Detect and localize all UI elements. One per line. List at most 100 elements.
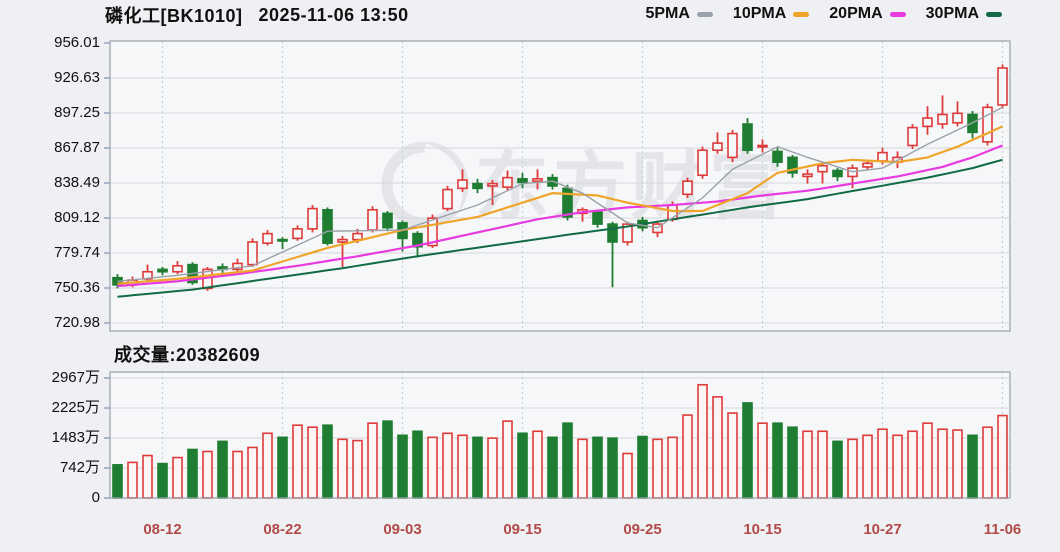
volume-bar[interactable] xyxy=(982,426,993,499)
volume-bar[interactable] xyxy=(817,430,828,499)
volume-bar[interactable] xyxy=(337,438,348,499)
volume-bar[interactable] xyxy=(667,436,678,499)
candle[interactable] xyxy=(817,162,828,184)
volume-bar[interactable] xyxy=(847,438,858,499)
volume-bar[interactable] xyxy=(142,454,153,499)
volume-bar[interactable] xyxy=(637,435,648,499)
candle[interactable] xyxy=(607,221,618,288)
volume-bar[interactable] xyxy=(682,414,693,499)
candle[interactable] xyxy=(232,258,243,272)
candle[interactable] xyxy=(337,236,348,267)
volume-bar[interactable] xyxy=(892,434,903,499)
volume-bar[interactable] xyxy=(352,439,363,499)
volume-bar[interactable] xyxy=(787,426,798,499)
volume-bar[interactable] xyxy=(382,420,393,499)
volume-bar[interactable] xyxy=(217,440,228,499)
volume-bar[interactable] xyxy=(112,464,123,499)
volume-bar[interactable] xyxy=(727,412,738,499)
candle[interactable] xyxy=(997,64,1008,109)
volume-bar[interactable] xyxy=(532,430,543,499)
volume-bar[interactable] xyxy=(127,461,138,499)
candle[interactable] xyxy=(937,95,948,129)
volume-bar[interactable] xyxy=(772,422,783,499)
volume-bar[interactable] xyxy=(907,430,918,499)
candle[interactable] xyxy=(922,106,933,135)
volume-bar[interactable] xyxy=(487,437,498,499)
candle[interactable] xyxy=(382,210,393,232)
candle[interactable] xyxy=(277,237,288,250)
candle[interactable] xyxy=(712,132,723,154)
candle[interactable] xyxy=(367,206,378,233)
volume-bar[interactable] xyxy=(232,450,243,499)
volume-bar[interactable] xyxy=(307,426,318,499)
candle[interactable] xyxy=(172,261,183,275)
volume-bar[interactable] xyxy=(832,440,843,499)
volume-bar[interactable] xyxy=(517,432,528,499)
volume-bar[interactable] xyxy=(757,422,768,499)
volume-bar[interactable] xyxy=(172,456,183,499)
volume-bar[interactable] xyxy=(922,422,933,499)
candle[interactable] xyxy=(952,101,963,127)
candle[interactable] xyxy=(307,205,318,233)
candle[interactable] xyxy=(472,178,483,194)
candle[interactable] xyxy=(772,147,783,167)
candle[interactable] xyxy=(787,154,798,178)
volume-bar[interactable] xyxy=(592,436,603,499)
volume-bar[interactable] xyxy=(472,436,483,499)
volume-bar[interactable] xyxy=(157,462,168,499)
volume-bar[interactable] xyxy=(202,450,213,499)
candle[interactable] xyxy=(532,169,543,190)
volume-bar[interactable] xyxy=(952,429,963,499)
volume-bar[interactable] xyxy=(577,438,588,499)
candle[interactable] xyxy=(427,214,438,248)
volume-bar[interactable] xyxy=(322,424,333,499)
candle[interactable] xyxy=(247,238,258,267)
volume-bar[interactable] xyxy=(262,432,273,499)
candle[interactable] xyxy=(907,124,918,150)
volume-bar[interactable] xyxy=(187,448,198,499)
candle[interactable] xyxy=(457,169,468,192)
volume-bar[interactable] xyxy=(502,420,513,499)
volume-bar[interactable] xyxy=(547,436,558,499)
volume-header: 成交量:20382609 xyxy=(114,341,260,367)
volume-bar[interactable] xyxy=(427,436,438,499)
volume-bar[interactable] xyxy=(652,438,663,499)
volume-bar[interactable] xyxy=(622,452,633,499)
candle[interactable] xyxy=(982,103,993,146)
candle[interactable] xyxy=(442,185,453,211)
volume-bar[interactable] xyxy=(457,434,468,499)
candle[interactable] xyxy=(292,225,303,241)
candle[interactable] xyxy=(157,266,168,276)
volume-bar[interactable] xyxy=(397,434,408,499)
volume-bar[interactable] xyxy=(697,383,708,499)
volume-bar[interactable] xyxy=(442,432,453,499)
candle[interactable] xyxy=(727,129,738,163)
volume-bar[interactable] xyxy=(367,422,378,499)
volume-bar[interactable] xyxy=(562,422,573,499)
volume-bar[interactable] xyxy=(862,434,873,499)
volume-bar[interactable] xyxy=(247,446,258,499)
volume-bar[interactable] xyxy=(937,428,948,499)
candle[interactable] xyxy=(742,118,753,154)
candle[interactable] xyxy=(697,146,708,179)
candle[interactable] xyxy=(517,172,528,189)
volume-bar[interactable] xyxy=(877,428,888,499)
candle[interactable] xyxy=(802,169,813,184)
volume-bar[interactable] xyxy=(712,396,723,499)
candle[interactable] xyxy=(832,168,843,182)
volume-bar[interactable] xyxy=(607,437,618,499)
volume-bar[interactable] xyxy=(802,430,813,499)
volume-bar[interactable] xyxy=(292,424,303,499)
candle[interactable] xyxy=(682,177,693,198)
volume-bar[interactable] xyxy=(967,434,978,499)
volume-bar[interactable] xyxy=(997,414,1008,499)
candle[interactable] xyxy=(757,139,768,153)
volume-bar[interactable] xyxy=(742,402,753,499)
volume-bar[interactable] xyxy=(412,430,423,499)
volume-bar[interactable] xyxy=(277,436,288,499)
candle[interactable] xyxy=(322,207,333,246)
candle[interactable] xyxy=(262,230,273,246)
candle[interactable] xyxy=(487,180,498,206)
